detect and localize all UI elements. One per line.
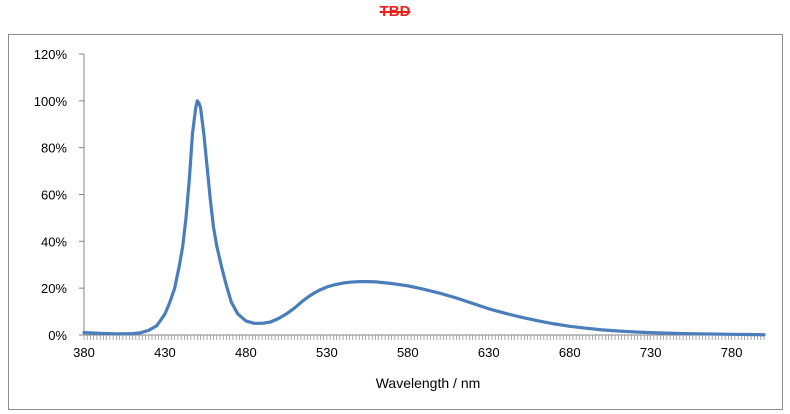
y-tick-label: 120% <box>34 47 68 62</box>
x-tick-label: 530 <box>316 345 338 360</box>
x-tick-label: 430 <box>154 345 176 360</box>
x-tick-label: 480 <box>235 345 257 360</box>
series-line <box>82 99 766 337</box>
y-tick-label: 40% <box>41 234 67 249</box>
y-tick-label: 80% <box>41 141 67 156</box>
y-tick-label: 20% <box>41 281 67 296</box>
x-tick-label: 630 <box>478 345 500 360</box>
y-tick-label: 100% <box>34 94 68 109</box>
chart-frame <box>8 34 783 410</box>
tick-labels: 0% 20% 40% 60% 80% 100% 120% 380 430 480 530 580 630… <box>34 47 743 360</box>
x-tick-label: 680 <box>559 345 581 360</box>
y-tick-label: 60% <box>41 188 67 203</box>
x-tick-label: 580 <box>397 345 419 360</box>
x-tick-label: 780 <box>721 345 743 360</box>
axes <box>83 54 764 336</box>
x-tick-label: 730 <box>640 345 662 360</box>
page-title: TBD <box>379 3 411 20</box>
y-tick-label: 0% <box>48 328 67 343</box>
x-tick-label: 380 <box>73 345 95 360</box>
x-axis-title: Wavelength / nm <box>376 375 481 391</box>
tick-marks <box>79 53 765 340</box>
